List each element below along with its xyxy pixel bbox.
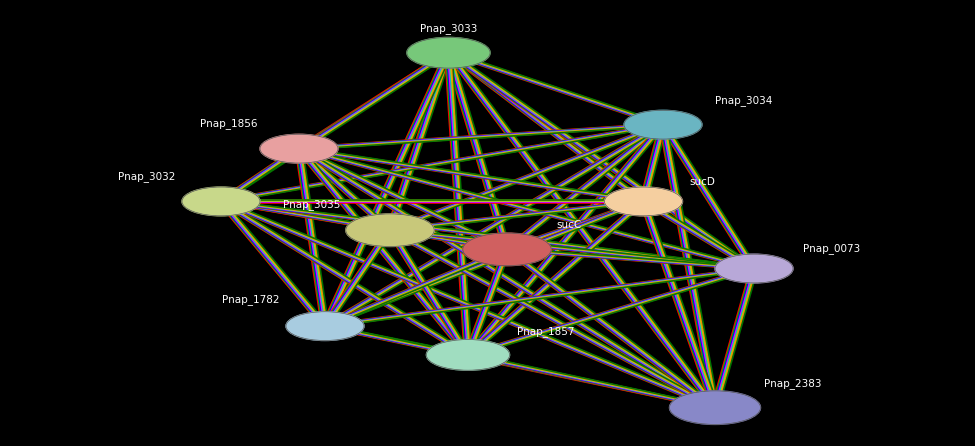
Text: Pnap_1857: Pnap_1857 [518, 326, 575, 337]
Circle shape [286, 312, 364, 340]
Text: Pnap_3032: Pnap_3032 [118, 171, 176, 182]
Text: sucD: sucD [689, 177, 715, 187]
Circle shape [463, 233, 551, 266]
Text: Pnap_2383: Pnap_2383 [764, 379, 822, 389]
Text: Pnap_1782: Pnap_1782 [222, 294, 280, 306]
Text: sucC: sucC [557, 220, 582, 230]
Circle shape [670, 391, 760, 425]
Circle shape [624, 110, 702, 139]
Text: Pnap_3035: Pnap_3035 [283, 198, 340, 210]
Text: Pnap_3034: Pnap_3034 [715, 95, 772, 106]
Circle shape [260, 134, 338, 163]
Circle shape [426, 339, 510, 370]
Circle shape [346, 214, 434, 247]
Circle shape [407, 37, 490, 68]
Circle shape [604, 187, 682, 216]
Text: Pnap_3033: Pnap_3033 [420, 23, 477, 33]
Text: Pnap_1856: Pnap_1856 [200, 119, 257, 129]
Circle shape [715, 254, 793, 283]
Circle shape [182, 187, 260, 216]
Text: Pnap_0073: Pnap_0073 [803, 243, 861, 254]
